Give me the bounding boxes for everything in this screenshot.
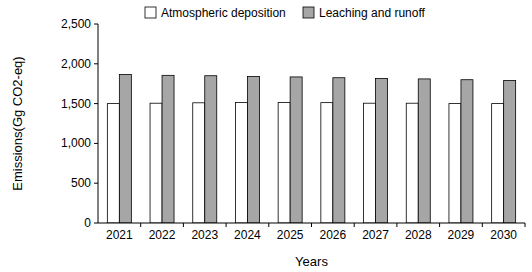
x-tick-label: 2029	[448, 228, 475, 242]
bar	[492, 104, 504, 223]
x-tick-label: 2023	[191, 228, 218, 242]
y-tick	[94, 103, 98, 104]
y-tick	[94, 143, 98, 144]
bar	[418, 79, 430, 223]
bar	[290, 77, 302, 223]
bar	[449, 104, 461, 223]
bar	[193, 103, 205, 223]
bar	[321, 103, 333, 223]
x-tick-label: 2028	[405, 228, 432, 242]
x-tick-label: 2025	[277, 228, 304, 242]
x-tick	[226, 223, 227, 227]
bars	[107, 75, 515, 223]
y-axis	[98, 24, 99, 223]
bar	[364, 103, 376, 223]
bar	[247, 77, 259, 223]
x-tick-label: 2027	[362, 228, 389, 242]
x-tick-label: 2024	[234, 228, 261, 242]
x-tick	[140, 223, 141, 227]
y-tick-label: 0	[84, 216, 91, 230]
x-tick-label: 2021	[106, 228, 133, 242]
y-tick-label: 500	[71, 176, 91, 190]
bar	[235, 102, 247, 223]
x-tick	[354, 223, 355, 227]
y-tick	[94, 183, 98, 184]
bar	[376, 79, 388, 223]
legend-label: Atmospheric deposition	[161, 6, 286, 20]
y-axis-label: Emissions(Gg CO2-eq)	[10, 56, 25, 190]
bar	[162, 75, 174, 223]
y-tick-label: 2,000	[61, 57, 91, 71]
y-tick	[94, 63, 98, 64]
x-tick-label: 2022	[149, 228, 176, 242]
bar	[406, 103, 418, 223]
y-tick-label: 2,500	[61, 17, 91, 31]
y-tick	[94, 24, 98, 25]
bar	[504, 81, 516, 223]
y-tick-label: 1,500	[61, 97, 91, 111]
bar	[278, 102, 290, 223]
x-tick	[268, 223, 269, 227]
bar	[461, 80, 473, 223]
x-tick-label: 2026	[319, 228, 346, 242]
bar	[150, 103, 162, 223]
legend-swatch	[145, 7, 156, 18]
x-tick	[396, 223, 397, 227]
x-tick	[482, 223, 483, 227]
x-tick	[525, 223, 526, 227]
x-axis-label: Years	[295, 254, 328, 269]
x-tick-label: 2030	[490, 228, 517, 242]
x-tick	[183, 223, 184, 227]
bar	[119, 75, 131, 223]
bar	[333, 78, 345, 223]
y-tick	[94, 223, 98, 224]
y-tick-label: 1,000	[61, 136, 91, 150]
x-tick	[311, 223, 312, 227]
bar	[107, 104, 119, 223]
legend-swatch	[303, 7, 314, 18]
chart: 0 500 1,000 1,500 2,000 2,500 2021 2022 2023 2024…	[0, 0, 532, 272]
bar	[205, 76, 217, 223]
legend-label: Leaching and runoff	[319, 6, 426, 20]
x-tick	[439, 223, 440, 227]
